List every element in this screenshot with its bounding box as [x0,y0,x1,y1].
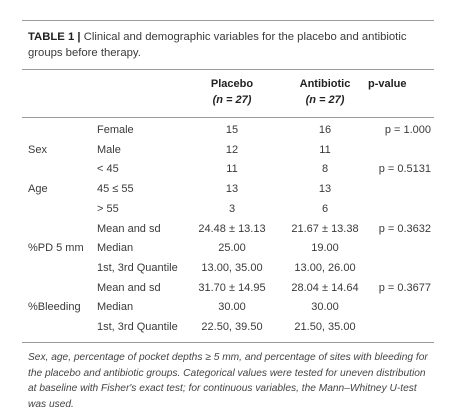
footnote: Sex, age, percentage of pocket depths ≥ … [28,352,428,410]
cell-value: 13 [318,183,332,196]
rule [22,20,434,21]
cell-value: p = 0.5131 [378,163,431,176]
cell-value: 13 [225,183,239,196]
row-label: 1st, 3rd Quantile [97,321,178,333]
cell-value: 30.00 [311,301,339,314]
cell-value: 28.04 ± 14.64 [291,281,359,294]
column-header: Placebo (n = 27) [192,76,272,108]
cell-value: 16 [318,124,332,136]
cell-value: 3 [228,202,236,215]
cell-value: 6 [321,202,329,215]
header-line: p-value [368,78,407,90]
cell-value: 30.00 [218,301,246,314]
table-label: TABLE 1 | [28,31,81,43]
column-header: Antibiotic (n = 27) [285,76,365,108]
cell-value: 8 [321,163,329,176]
cell-value: 19.00 [311,242,339,255]
cell-value: 22.50, 39.50 [201,321,263,333]
column-header: p-value [368,76,418,92]
cell-value: 11 [319,143,331,156]
row-label: < 45 [97,163,119,176]
row-label: Female [97,124,134,136]
cell-value: 24.48 ± 13.13 [198,222,266,235]
rule [22,117,434,118]
cell-value: 12 [225,143,239,156]
row-group: Sex [28,143,47,156]
header-line: (n = 27) [305,94,345,106]
row-group: Age [28,183,48,196]
row-label: Mean and sd [97,281,161,294]
row-label: 45 ≤ 55 [97,183,134,196]
cell-value: 15 [225,124,239,136]
cell-value: p = 1.000 [384,124,431,136]
row-label: 1st, 3rd Quantile [97,261,178,274]
row-group: %PD 5 mm [28,242,84,255]
cell-value: 13.00, 26.00 [294,261,356,274]
row-label: Median [97,242,134,255]
header-line: Placebo [210,78,254,90]
row-group: %Bleeding [28,301,81,314]
cell-value: 11 [226,163,238,176]
cell-value: p = 0.3677 [378,281,431,294]
row-label: Male [97,143,121,156]
cell-value: 25.00 [218,242,246,255]
row-label: Mean and sd [97,222,161,235]
caption-text: Clinical and demographic variables for t… [28,31,407,59]
cell-value: 13.00, 35.00 [201,261,263,274]
rule [22,342,434,343]
row-label: > 55 [97,202,119,215]
row-label: Median [97,301,134,314]
table-caption: TABLE 1 | Clinical and demographic varia… [28,29,423,61]
cell-value: 21.50, 35.00 [294,321,356,333]
cell-value: p = 0.3632 [378,222,431,235]
header-line: Antibiotic [299,78,351,90]
header-line: (n = 27) [212,94,252,106]
cell-value: 21.67 ± 13.38 [291,222,359,235]
cell-value: 31.70 ± 14.95 [198,281,266,294]
rule [22,69,434,70]
